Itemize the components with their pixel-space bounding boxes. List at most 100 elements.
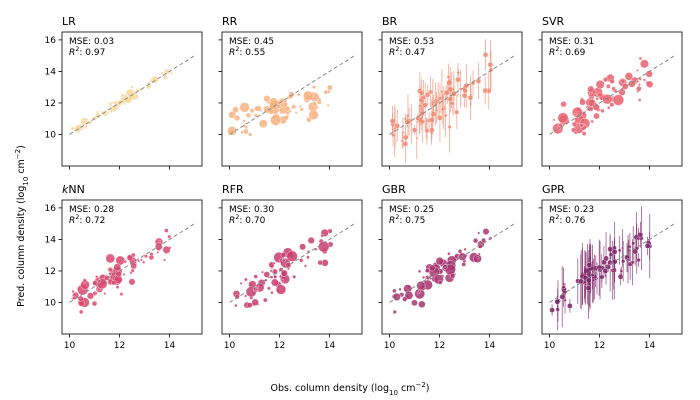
data-point	[113, 263, 122, 272]
data-point	[602, 268, 609, 274]
data-point	[418, 300, 426, 308]
data-point	[84, 125, 88, 129]
data-point	[251, 298, 259, 306]
data-point	[391, 133, 395, 138]
data-point	[457, 249, 463, 254]
data-point	[97, 279, 102, 283]
mse-label: MSE: 0.25	[389, 205, 434, 215]
data-point	[311, 85, 317, 90]
data-point	[158, 240, 162, 244]
data-point	[108, 102, 113, 107]
data-point	[242, 119, 246, 123]
data-point	[311, 91, 315, 95]
identity-line	[229, 55, 355, 135]
data-point	[306, 255, 310, 260]
panel-title: GBR	[382, 183, 406, 196]
data-point	[581, 131, 587, 136]
data-points	[227, 84, 333, 137]
x-tick-label: 12	[274, 341, 285, 351]
identity-line	[229, 223, 355, 303]
data-point	[560, 101, 567, 108]
data-point	[416, 281, 426, 291]
data-point	[272, 261, 276, 265]
data-point	[103, 292, 107, 295]
data-point	[425, 268, 430, 273]
data-point	[461, 262, 466, 267]
data-point	[456, 71, 461, 75]
identity-line	[549, 55, 675, 135]
data-point	[636, 69, 639, 72]
data-point	[104, 274, 110, 281]
data-point	[424, 128, 430, 134]
x-tick-label: 14	[484, 341, 496, 351]
data-point	[271, 278, 279, 287]
data-point	[119, 292, 124, 296]
panel-frame	[61, 31, 203, 167]
data-point	[258, 119, 268, 129]
data-point	[292, 275, 297, 279]
x-tick-label: 10	[64, 341, 76, 351]
panel-frame	[61, 199, 203, 335]
data-point	[638, 98, 642, 102]
data-point	[571, 121, 578, 127]
data-point	[455, 76, 461, 83]
data-point	[403, 117, 407, 121]
data-point	[401, 130, 405, 135]
x-tick-label: 14	[164, 341, 176, 351]
data-point	[246, 302, 253, 309]
r2-label: R2: 0.69	[549, 45, 586, 58]
data-point	[549, 307, 555, 313]
data-point	[273, 274, 278, 279]
data-point	[587, 85, 595, 93]
data-point	[326, 89, 331, 94]
data-point	[109, 109, 113, 113]
y-tick-label: 16	[45, 204, 57, 214]
panel-frame	[221, 31, 363, 167]
data-point	[600, 108, 605, 114]
data-point	[326, 103, 330, 108]
data-point	[281, 258, 286, 263]
data-point	[122, 273, 126, 276]
r2-label: R2: 0.55	[229, 45, 265, 58]
data-point	[398, 287, 402, 291]
data-point	[249, 108, 255, 114]
data-point	[137, 259, 141, 263]
data-point	[95, 275, 99, 279]
y-axis-label: Pred. column density (log10 cm−2)	[14, 145, 30, 307]
data-point	[472, 238, 479, 244]
data-point	[609, 102, 615, 108]
data-point	[82, 278, 87, 283]
data-point	[128, 278, 136, 286]
data-point	[263, 95, 271, 103]
data-point	[606, 84, 611, 89]
data-point	[447, 124, 452, 129]
data-point	[454, 109, 460, 115]
panel-frame	[381, 31, 523, 167]
y-tick-label: 10	[45, 131, 57, 141]
data-point	[603, 255, 609, 262]
data-point	[299, 107, 304, 112]
panel-title: GPR	[542, 183, 565, 196]
data-point	[477, 231, 481, 235]
data-point	[611, 86, 616, 91]
data-point	[463, 82, 470, 89]
data-point	[131, 89, 135, 93]
data-point	[269, 269, 273, 273]
data-point	[422, 275, 426, 279]
data-point	[284, 105, 291, 112]
data-point	[631, 241, 636, 246]
data-point	[254, 106, 260, 112]
data-point	[270, 291, 274, 295]
x-tick-label: 12	[114, 341, 125, 351]
data-point	[420, 94, 427, 101]
data-points	[549, 206, 653, 331]
data-point	[444, 89, 451, 96]
data-point	[404, 291, 414, 300]
data-point	[636, 257, 641, 263]
data-point	[585, 285, 592, 291]
data-point	[482, 52, 489, 58]
data-point	[422, 102, 428, 108]
r2-label: R2: 0.70	[229, 213, 266, 226]
